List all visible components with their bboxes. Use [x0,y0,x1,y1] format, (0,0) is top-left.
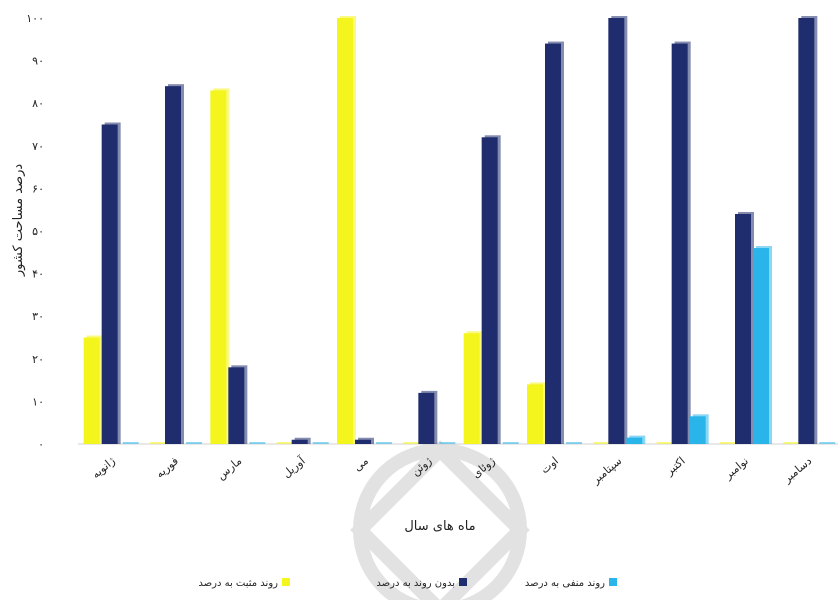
y-tick-label: ۱۰۰ [26,12,44,25]
bar [481,137,498,444]
bar [671,43,688,445]
y-tick-label: ۳۰ [32,310,44,323]
x-tick-label: اکتبر [662,454,687,478]
bar [337,18,353,444]
bar-shadow [566,442,582,444]
y-tick-label: ۹۰ [32,55,44,68]
bar [608,18,625,444]
y-tick-label: ۴۰ [32,268,44,281]
bar-shadow [150,442,166,444]
legend-swatch [282,578,290,586]
bar [689,416,706,444]
y-tick-label: ۸۰ [32,97,44,110]
y-axis-title: درصد مساحت کشور [11,164,26,278]
legend: روند مثبت به درصد بدون روند به درصد روند م… [198,578,617,589]
bar [753,248,769,444]
bar [291,439,308,444]
legend-label: روند مثبت به درصد [198,578,278,589]
bar-shadow [276,442,293,444]
bar-shadow [656,442,673,444]
bar-shadow [593,442,610,444]
bar-shadow [819,442,836,444]
x-tick-label: فوریه [153,454,181,480]
y-tick-label: ۷۰ [32,140,44,153]
legend-swatch [459,578,467,586]
x-tick-label: نوامبر [721,454,751,482]
bar [210,90,227,445]
axis-layer: ۰ ۱۰ ۲۰ ۳۰ ۴۰ ۵۰ ۶۰ ۷۰ ۸۰ ۹۰ ۱۰۰ [26,12,838,451]
bar [545,43,561,445]
bar [418,392,435,444]
x-tick-label: ژانویه [89,454,117,481]
bar-shadow [376,442,392,444]
bar [463,333,480,444]
bar-shadow [186,442,202,444]
bar-shadow [403,442,420,444]
bar [228,367,245,444]
y-tick-label: ۱۰ [32,395,44,408]
bars-layer [83,16,836,445]
y-tick-label: ۶۰ [32,182,44,195]
x-axis-title: ماه های سال [404,519,475,534]
bar-shadow [439,442,456,444]
bar [101,124,118,444]
y-tick-label: ۵۰ [32,225,44,238]
bar [798,18,815,444]
bar [735,213,751,444]
bar-shadow [783,442,800,444]
watermark-emblem [350,440,530,600]
x-tick-label: آوریل [279,453,308,480]
x-tick-label: دسامبر [780,454,814,486]
x-tick-label: مارس [214,454,244,482]
legend-label: بدون روند به درصد [376,578,455,589]
bar-shadow [122,442,139,444]
bar-shadow [720,442,736,444]
x-tick-label: اوت [538,454,561,476]
bar-shadow [249,442,266,444]
bar [83,337,100,444]
legend-swatch [609,578,617,586]
legend-label: روند منفی به درصد [525,578,605,589]
bar [355,439,371,444]
bar-shadow [312,442,329,444]
x-tick-label: می [351,454,371,474]
bar [527,384,543,444]
bar [165,86,181,444]
bar [626,437,643,444]
y-tick-label: ۰ [38,438,44,451]
y-tick-label: ۲۰ [32,353,44,366]
bar-shadow [502,442,519,444]
x-tick-label: سپتامبر [589,454,625,487]
